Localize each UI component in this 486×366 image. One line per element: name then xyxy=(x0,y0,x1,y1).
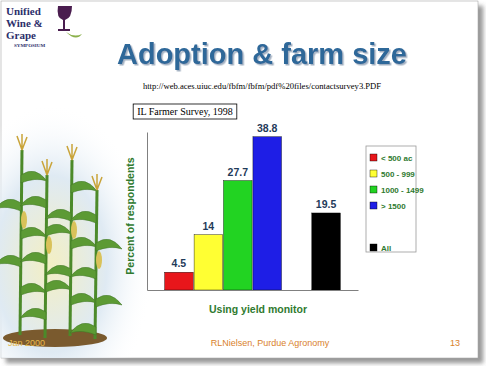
legend-frame xyxy=(366,146,416,252)
subtitle-url: http://web.aces.uiuc.edu/fbfm/fbfm/pdf%2… xyxy=(143,81,381,91)
annotation-box: IL Farmer Survey, 1998 xyxy=(133,104,237,119)
legend-label: All xyxy=(381,244,391,253)
slide-canvas: UnifiedWine &Grape SYMPOSIUM Adoption & fa… xyxy=(0,0,486,366)
data-label: 27.7 xyxy=(228,166,249,178)
ear xyxy=(71,221,77,239)
x-axis-line xyxy=(148,290,359,291)
x-axis-title: Using yield monitor xyxy=(209,303,307,315)
glass-icon xyxy=(58,6,72,31)
leaf xyxy=(70,323,96,335)
tassel xyxy=(17,134,27,150)
annotation: IL Farmer Survey, 1998 xyxy=(137,106,233,117)
legend-label: < 500 ac xyxy=(381,154,413,163)
logo-text: Unified xyxy=(6,5,41,17)
bar xyxy=(194,235,223,290)
footer-text: RLNielsen, Purdue Agronomy xyxy=(211,338,330,348)
leaf xyxy=(46,224,72,236)
leaf xyxy=(71,293,97,305)
logo-text: SYMPOSIUM xyxy=(14,43,45,48)
data-label: 38.8 xyxy=(257,122,278,134)
data-labels: 4.5 14 27.7 38.8 19.5 xyxy=(172,122,337,269)
tassel xyxy=(92,174,102,190)
leaf xyxy=(0,255,21,267)
leaf xyxy=(20,196,46,208)
corn-stalk xyxy=(70,174,122,339)
corn-stalk xyxy=(45,144,97,336)
tassel xyxy=(42,159,52,175)
annotation-frame xyxy=(133,104,237,119)
field-glow xyxy=(0,90,170,358)
footer-text: Jan 2000 xyxy=(8,338,45,348)
leaf xyxy=(71,237,97,249)
ear xyxy=(46,236,52,254)
legend-swatch xyxy=(370,154,377,161)
y-axis-title: Percent of respondents xyxy=(124,157,136,274)
leaf xyxy=(20,252,46,264)
tassel xyxy=(67,144,77,160)
bar xyxy=(312,213,341,290)
ear xyxy=(21,211,27,229)
leaf xyxy=(46,280,72,292)
legend-swatch xyxy=(370,186,377,193)
legend-swatch xyxy=(370,244,377,251)
corn-illustration xyxy=(0,134,122,347)
data-label: 14 xyxy=(203,220,215,232)
legend-label: > 1500 xyxy=(381,202,406,211)
legend-label: 1000 - 1499 xyxy=(381,186,424,195)
data-label: 4.5 xyxy=(172,257,187,269)
leaf xyxy=(96,295,122,307)
y-axis-line xyxy=(147,133,148,291)
corn-stalk xyxy=(20,159,72,338)
legend: < 500 ac 500 - 999 1000 - 1499 > 1500 All xyxy=(366,146,424,253)
bar xyxy=(253,137,282,290)
y-axis xyxy=(147,133,148,291)
bars xyxy=(165,137,341,290)
footer-text: 13 xyxy=(450,338,460,348)
leaf xyxy=(96,239,122,251)
leaf xyxy=(0,199,21,211)
ear xyxy=(96,251,102,269)
logo: UnifiedWine &Grape SYMPOSIUM xyxy=(6,5,82,48)
bar xyxy=(224,181,253,290)
logo-text: Wine & xyxy=(6,17,43,29)
data-label: 19.5 xyxy=(316,198,337,210)
legend-label: 500 - 999 xyxy=(381,170,415,179)
legend-swatch xyxy=(370,170,377,177)
leaf xyxy=(45,209,71,221)
leaf xyxy=(71,181,97,193)
leaf xyxy=(70,211,96,223)
x-axis xyxy=(148,290,359,291)
title: Adoption & farm size xyxy=(117,38,407,70)
leaf xyxy=(20,308,46,320)
slide-background xyxy=(1,1,478,358)
leaf xyxy=(70,267,96,279)
leaf xyxy=(45,265,71,277)
leaf xyxy=(21,283,47,295)
leaf xyxy=(21,227,47,239)
corn-stalk xyxy=(0,134,47,335)
leaf xyxy=(21,171,47,183)
legend-swatch xyxy=(370,202,377,209)
logo-text: Grape xyxy=(6,29,36,41)
bar xyxy=(165,272,194,290)
leaf-icon xyxy=(66,32,82,38)
